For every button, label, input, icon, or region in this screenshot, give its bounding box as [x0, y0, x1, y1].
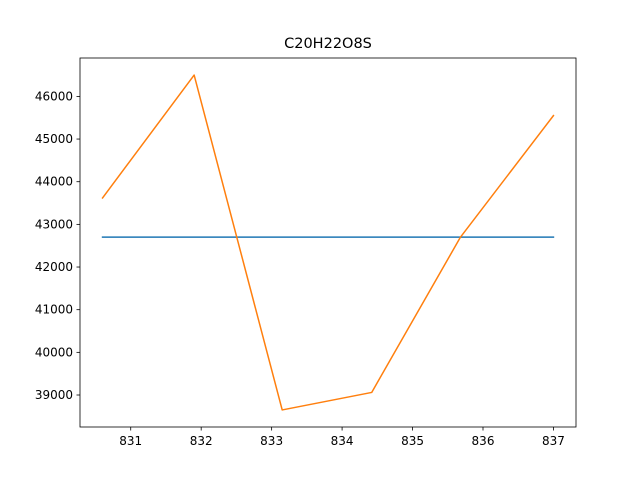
- x-tick-label-831: 831: [119, 434, 142, 448]
- y-tick-label-41000: 41000: [35, 303, 73, 317]
- x-tick-label-835: 835: [401, 434, 424, 448]
- x-tick-label-836: 836: [472, 434, 495, 448]
- y-tick-label-39000: 39000: [35, 388, 73, 402]
- y-tick-label-46000: 46000: [35, 89, 73, 103]
- y-tick-label-45000: 45000: [35, 132, 73, 146]
- chart-title: C20H22O8S: [284, 36, 372, 52]
- x-tick-label-833: 833: [260, 434, 283, 448]
- y-tick-label-40000: 40000: [35, 345, 73, 359]
- axes-frame: [79, 57, 577, 428]
- series-layer: [101, 74, 555, 411]
- y-tick-label-44000: 44000: [35, 175, 73, 189]
- x-tick-label-837: 837: [542, 434, 565, 448]
- y-tick-label-43000: 43000: [35, 217, 73, 231]
- x-tick-label-834: 834: [331, 434, 354, 448]
- axes-layer: 831 832 833 834 835 836 837 39000 40000 41000 4200…: [35, 57, 577, 448]
- x-tick-label-832: 832: [190, 434, 213, 448]
- series-line-2: [101, 74, 555, 411]
- y-tick-label-42000: 42000: [35, 260, 73, 274]
